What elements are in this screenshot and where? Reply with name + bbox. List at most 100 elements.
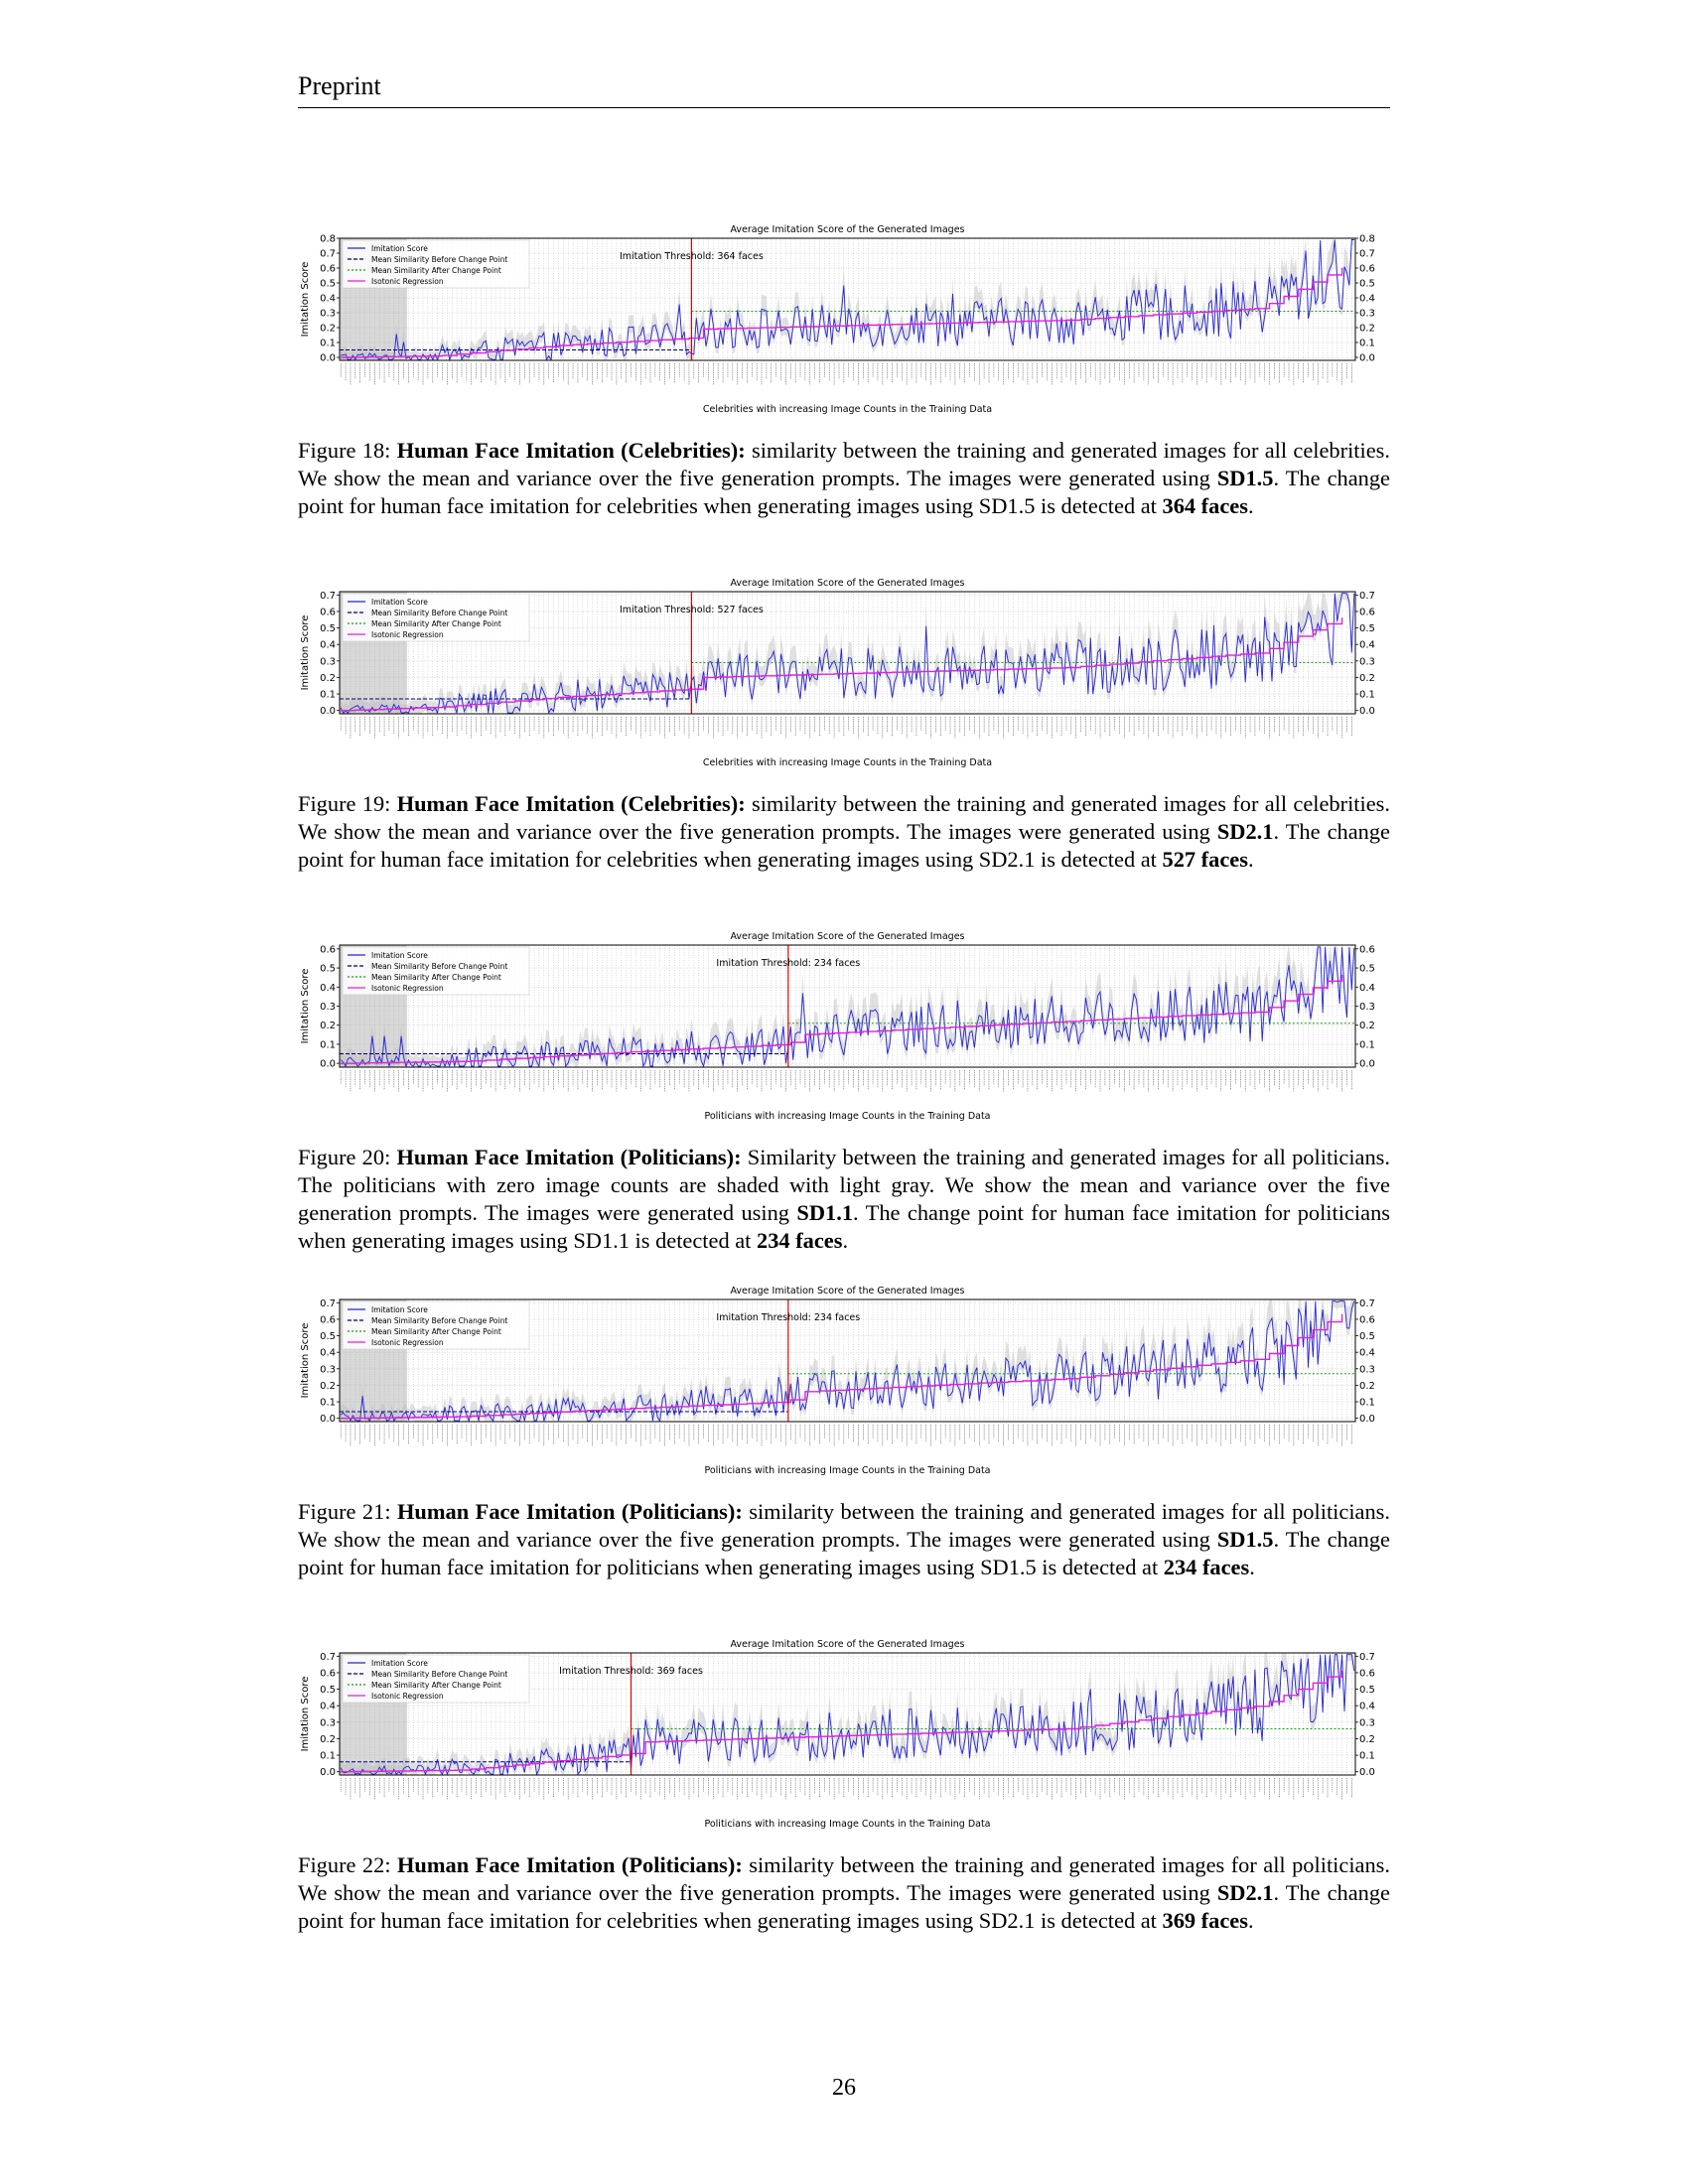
x-axis-label: Celebrities with increasing Image Counts… bbox=[703, 757, 992, 768]
caption-heading: Human Face Imitation (Politicians): bbox=[396, 1145, 742, 1169]
legend-label: Mean Similarity Before Change Point bbox=[371, 1670, 507, 1679]
y-tick-label-right: 0.0 bbox=[1359, 706, 1375, 717]
y-tick-label-right: 0.2 bbox=[1359, 673, 1375, 684]
caption-faces: 234 faces bbox=[1163, 1555, 1250, 1579]
y-tick-label-right: 0.7 bbox=[1359, 591, 1375, 602]
y-tick-label-right: 0.0 bbox=[1359, 1059, 1375, 1070]
figure-22: Average Imitation Score of the Generated… bbox=[298, 1635, 1390, 1935]
y-tick-label: 0.6 bbox=[320, 1668, 336, 1679]
threshold-annotation: Imitation Threshold: 234 faces bbox=[716, 958, 860, 969]
caption-end: . bbox=[1249, 1555, 1255, 1579]
legend-label: Mean Similarity Before Change Point bbox=[371, 609, 507, 617]
legend-box bbox=[342, 239, 530, 289]
y-tick-label-right: 0.1 bbox=[1359, 690, 1375, 701]
figure-caption: Figure 19: Human Face Imitation (Celebri… bbox=[298, 790, 1390, 874]
legend-box bbox=[342, 1300, 530, 1350]
x-axis-label: Celebrities with increasing Image Counts… bbox=[703, 404, 992, 415]
y-tick-label: 0.1 bbox=[320, 690, 336, 701]
y-tick-label-right: 0.1 bbox=[1359, 339, 1375, 349]
y-tick-label: 0.4 bbox=[320, 983, 336, 994]
y-tick-label: 0.6 bbox=[320, 944, 336, 955]
imitation-score-line bbox=[341, 239, 1354, 361]
y-tick-label-right: 0.1 bbox=[1359, 1751, 1375, 1762]
isotonic-regression-line bbox=[341, 267, 1343, 358]
y-tick-label-right: 0.5 bbox=[1359, 623, 1375, 634]
caption-end: . bbox=[1247, 847, 1254, 872]
y-tick-label: 0.7 bbox=[320, 1652, 336, 1663]
y-tick-label-right: 0.3 bbox=[1359, 1364, 1375, 1375]
y-tick-label-right: 0.0 bbox=[1359, 353, 1375, 364]
threshold-annotation: Imitation Threshold: 527 faces bbox=[620, 605, 764, 615]
y-tick-label-right: 0.3 bbox=[1359, 1002, 1375, 1013]
plot-frame bbox=[339, 1652, 1356, 1776]
legend-label: Mean Similarity After Change Point bbox=[371, 619, 501, 628]
figure-chart: Average Imitation Score of the Generated… bbox=[300, 1639, 1375, 1830]
figure-19: Average Imitation Score of the Generated… bbox=[298, 574, 1390, 874]
figure-chart: Average Imitation Score of the Generated… bbox=[300, 578, 1375, 768]
chart-title: Average Imitation Score of the Generated… bbox=[730, 224, 964, 235]
caption-end: . bbox=[1247, 493, 1254, 518]
threshold-annotation: Imitation Threshold: 364 faces bbox=[620, 251, 764, 262]
chart-title: Average Imitation Score of the Generated… bbox=[730, 1286, 964, 1297]
y-tick-label: 0.7 bbox=[320, 1298, 336, 1309]
y-tick-label: 0.5 bbox=[320, 1685, 336, 1696]
chart-title: Average Imitation Score of the Generated… bbox=[730, 1639, 964, 1650]
y-tick-label: 0.1 bbox=[320, 1398, 336, 1409]
caption-label: Figure 22: bbox=[298, 1852, 391, 1877]
legend-label: Isotonic Regression bbox=[371, 1692, 444, 1701]
caption-model: SD2.1 bbox=[1216, 819, 1274, 844]
caption-body: similarity between the training and gene… bbox=[298, 1499, 1390, 1552]
y-tick-label: 0.4 bbox=[320, 294, 336, 305]
imitation-score-line bbox=[340, 946, 1355, 1068]
y-tick-label-right: 0.6 bbox=[1359, 1668, 1375, 1679]
y-tick-label: 0.2 bbox=[320, 1381, 336, 1392]
y-tick-label: 0.1 bbox=[320, 1751, 336, 1762]
y-tick-label-right: 0.8 bbox=[1359, 234, 1375, 245]
caption-label: Figure 19: bbox=[298, 791, 391, 816]
caption-faces: 527 faces bbox=[1162, 847, 1248, 872]
caption-body: similarity between the training and gene… bbox=[298, 1852, 1390, 1905]
running-header: Preprint bbox=[298, 71, 381, 100]
figure-20: Average Imitation Score of the Generated… bbox=[298, 927, 1390, 1255]
y-tick-label: 0.6 bbox=[320, 607, 336, 617]
y-tick-label-right: 0.4 bbox=[1359, 640, 1375, 651]
y-axis-label: Imitation Score bbox=[300, 262, 311, 338]
legend-label: Imitation Score bbox=[371, 1305, 428, 1314]
y-tick-label-right: 0.6 bbox=[1359, 607, 1375, 617]
variance-band bbox=[341, 592, 1354, 714]
variance-band bbox=[341, 1653, 1354, 1775]
caption-body: Similarity between the training and gene… bbox=[298, 1145, 1390, 1225]
legend-label: Isotonic Regression bbox=[371, 984, 444, 993]
caption-body: similarity between the training and gene… bbox=[298, 438, 1390, 490]
threshold-annotation: Imitation Threshold: 369 faces bbox=[559, 1666, 703, 1677]
x-tick-labels bbox=[340, 363, 1352, 385]
legend: Imitation Score Mean Similarity Before Ch… bbox=[342, 1654, 530, 1704]
imitation-score-line bbox=[340, 1300, 1355, 1423]
figure-21: Average Imitation Score of the Generated… bbox=[298, 1282, 1390, 1581]
y-tick-label-right: 0.3 bbox=[1359, 1717, 1375, 1728]
caption-heading: Human Face Imitation (Politicians): bbox=[397, 1852, 743, 1877]
legend-label: Mean Similarity After Change Point bbox=[371, 266, 501, 275]
y-tick-label: 0.4 bbox=[320, 1702, 336, 1712]
y-tick-label: 0.2 bbox=[320, 673, 336, 684]
y-tick-label: 0.0 bbox=[320, 1059, 336, 1070]
y-tick-label-right: 0.3 bbox=[1359, 656, 1375, 667]
legend: Imitation Score Mean Similarity Before Ch… bbox=[342, 593, 530, 642]
y-tick-label: 0.8 bbox=[320, 234, 336, 245]
legend: Imitation Score Mean Similarity Before Ch… bbox=[342, 239, 530, 289]
caption-faces: 369 faces bbox=[1162, 1908, 1248, 1933]
legend-label: Mean Similarity After Change Point bbox=[371, 1327, 501, 1336]
legend-label: Isotonic Regression bbox=[371, 277, 444, 286]
figure-caption: Figure 20: Human Face Imitation (Politic… bbox=[298, 1144, 1390, 1255]
caption-heading: Human Face Imitation (Politicians): bbox=[397, 1499, 743, 1524]
isotonic-regression-line bbox=[341, 617, 1343, 712]
legend-box bbox=[342, 946, 530, 996]
y-tick-label: 0.1 bbox=[320, 1039, 336, 1050]
y-axis-label: Imitation Score bbox=[300, 615, 311, 691]
y-tick-label: 0.5 bbox=[320, 623, 336, 634]
caption-body: similarity between the training and gene… bbox=[298, 791, 1390, 844]
caption-heading: Human Face Imitation (Celebrities): bbox=[396, 438, 746, 463]
legend: Imitation Score Mean Similarity Before Ch… bbox=[342, 1300, 530, 1350]
legend-label: Imitation Score bbox=[371, 598, 428, 607]
caption-end: . bbox=[842, 1228, 849, 1253]
